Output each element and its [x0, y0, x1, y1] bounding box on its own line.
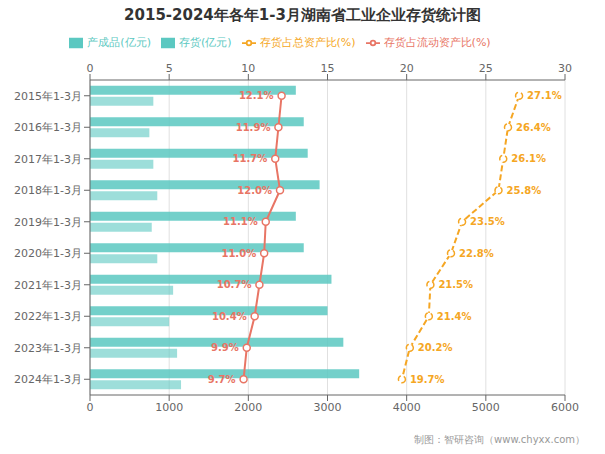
svg-text:30: 30 [558, 62, 572, 75]
svg-text:21.5%: 21.5% [438, 279, 473, 290]
svg-text:9.7%: 9.7% [208, 374, 236, 385]
svg-text:11.1%: 11.1% [223, 216, 258, 227]
svg-text:10.4%: 10.4% [212, 311, 247, 322]
svg-text:19.7%: 19.7% [410, 374, 445, 385]
svg-text:21.4%: 21.4% [437, 311, 472, 322]
svg-text:25.8%: 25.8% [507, 185, 542, 196]
svg-text:3000: 3000 [314, 401, 342, 414]
svg-text:2023年1-3月: 2023年1-3月 [14, 342, 82, 355]
svg-text:5: 5 [166, 62, 173, 75]
svg-text:20: 20 [400, 62, 414, 75]
svg-text:1000: 1000 [155, 401, 183, 414]
html-text:产成品(亿元): 产成品(亿元) [87, 36, 151, 49]
html-text:存货占流动资产比(%): 存货占流动资产比(%) [383, 36, 491, 49]
svg-text:26.1%: 26.1% [511, 153, 546, 164]
svg-text:11.0%: 11.0% [221, 248, 256, 259]
svg-text:2020年1-3月: 2020年1-3月 [14, 247, 82, 260]
svg-text:6000: 6000 [551, 401, 579, 414]
svg-text:4000: 4000 [393, 401, 421, 414]
svg-text:12.0%: 12.0% [237, 185, 272, 196]
svg-text:27.1%: 27.1% [527, 90, 562, 101]
svg-text:15: 15 [321, 62, 335, 75]
svg-text:11.7%: 11.7% [233, 153, 268, 164]
svg-text:20.2%: 20.2% [418, 342, 453, 353]
svg-text:2015年1-3月: 2015年1-3月 [14, 90, 82, 103]
svg-text:2022年1-3月: 2022年1-3月 [14, 310, 82, 323]
svg-text:2021年1-3月: 2021年1-3月 [14, 279, 82, 292]
svg-text:2016年1-3月: 2016年1-3月 [14, 121, 82, 134]
svg-text:0: 0 [87, 401, 94, 414]
svg-text:10.7%: 10.7% [217, 279, 252, 290]
svg-text:25: 25 [479, 62, 493, 75]
html-text:2015-2024年各年1-3月湖南省工业企业存货统计图: 2015-2024年各年1-3月湖南省工业企业存货统计图 [124, 6, 481, 24]
svg-text:2024年1-3月: 2024年1-3月 [14, 373, 82, 386]
html-text:制图：智研咨询（www.chyxx.com）: 制图：智研咨询（www.chyxx.com） [414, 434, 585, 445]
svg-text:9.9%: 9.9% [211, 342, 239, 353]
svg-text:5000: 5000 [472, 401, 500, 414]
svg-text:0: 0 [87, 62, 94, 75]
html-text:存货(亿元): 存货(亿元) [179, 36, 232, 49]
svg-text:23.5%: 23.5% [470, 216, 505, 227]
html-text:存货占总资产比(%): 存货占总资产比(%) [259, 36, 356, 49]
svg-text:11.9%: 11.9% [236, 122, 271, 133]
svg-text:2017年1-3月: 2017年1-3月 [14, 153, 82, 166]
svg-text:10: 10 [241, 62, 255, 75]
svg-text:12.1%: 12.1% [239, 90, 274, 101]
svg-text:2019年1-3月: 2019年1-3月 [14, 216, 82, 229]
svg-text:22.8%: 22.8% [459, 248, 494, 259]
svg-text:2000: 2000 [234, 401, 262, 414]
svg-text:26.4%: 26.4% [516, 122, 551, 133]
svg-text:2018年1-3月: 2018年1-3月 [14, 184, 82, 197]
